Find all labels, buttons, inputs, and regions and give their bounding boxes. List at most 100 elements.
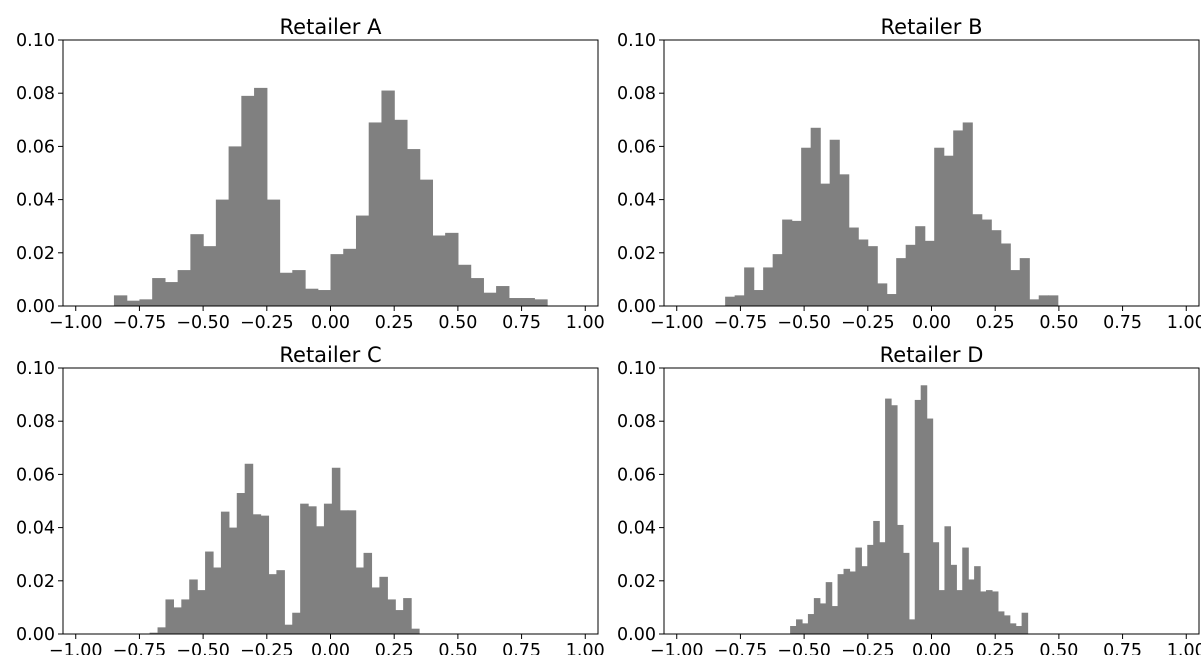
histogram-bar: [891, 405, 898, 634]
x-tick-label: −0.25: [841, 641, 895, 655]
histogram-bar: [371, 587, 380, 634]
x-tick-label: −0.50: [777, 641, 831, 655]
histogram-bar: [920, 385, 928, 634]
y-tick-label: 0.04: [16, 519, 55, 539]
histogram-bar: [950, 564, 957, 634]
histogram-bar: [855, 547, 862, 634]
chart-title: Retailer D: [880, 343, 984, 367]
histogram-bar: [317, 290, 332, 306]
histogram-bar: [908, 619, 916, 634]
chart-panel: Retailer B −1.00 −0.75 −0.50 −0.25 0.00 0.25 0.…: [617, 15, 1201, 333]
histogram-bar: [905, 244, 916, 306]
histogram-bar: [991, 230, 1002, 306]
histogram-bar: [782, 219, 793, 306]
histogram-bar: [801, 623, 809, 634]
histogram-bar: [934, 147, 945, 306]
histogram-bar: [924, 240, 935, 306]
y-tick-label: 0.00: [16, 625, 55, 645]
histogram-bar: [368, 122, 383, 307]
histogram-bar: [1038, 295, 1049, 306]
y-tick-label: 0.08: [16, 84, 55, 104]
histogram-bar: [394, 119, 408, 306]
x-tick-label: 0.75: [1103, 641, 1142, 655]
y-tick-label: 0.06: [617, 465, 656, 485]
histogram-bar: [521, 298, 535, 306]
histogram-bar: [744, 267, 755, 306]
histogram-bar: [772, 254, 783, 306]
x-tick-label: −0.50: [777, 313, 831, 333]
y-tick-label: 0.10: [16, 31, 55, 51]
y-tick-label: 0.02: [617, 244, 656, 264]
histogram-bar: [829, 139, 840, 306]
x-tick-label: 0.75: [502, 641, 541, 655]
y-tick-label: 0.04: [16, 191, 55, 211]
histogram-bar: [228, 146, 242, 306]
histogram-bar: [411, 628, 420, 634]
histogram-bar: [831, 606, 839, 634]
histogram-bar: [215, 199, 230, 306]
histogram-bar: [791, 220, 802, 306]
histogram-bar: [753, 290, 764, 306]
histogram-bar: [252, 514, 262, 634]
histogram-bar: [236, 493, 246, 634]
histogram-bar: [902, 552, 910, 634]
bars: [113, 87, 548, 307]
histogram-bar: [189, 579, 198, 634]
histogram-bar: [1029, 299, 1040, 306]
histogram-bar: [843, 568, 851, 634]
histogram-bar: [943, 155, 954, 306]
histogram-bar: [355, 567, 365, 634]
bars: [790, 385, 1029, 634]
histogram-bar: [985, 590, 993, 634]
histogram-bar: [197, 590, 206, 634]
histogram-bar: [157, 627, 167, 634]
histogram-bar: [725, 296, 736, 306]
histogram-bar: [260, 515, 270, 634]
histogram-bar: [848, 227, 859, 306]
histogram-bar: [879, 542, 886, 634]
histogram-bar: [867, 246, 878, 306]
y-tick-label: 0.02: [16, 244, 55, 264]
histogram-bar: [997, 611, 1005, 634]
y-tick-label: 0.04: [617, 191, 656, 211]
histogram-bar: [395, 610, 404, 634]
histogram-bar: [330, 254, 344, 306]
histogram-bar: [968, 579, 975, 634]
histogram-bar: [406, 149, 421, 306]
x-tick-label: 1.00: [1167, 641, 1201, 655]
histogram-bar: [1003, 615, 1011, 634]
y-tick-label: 0.10: [16, 359, 55, 379]
histogram-bar: [938, 590, 946, 634]
histogram-bar: [139, 299, 153, 306]
histogram-bar: [1010, 270, 1021, 306]
histogram-bar: [363, 552, 373, 634]
x-tick-label: −0.75: [113, 313, 167, 333]
histogram-bar: [849, 571, 857, 634]
histogram-bar: [926, 418, 934, 634]
y-tick-label: 0.06: [16, 137, 55, 157]
histogram-bar: [284, 624, 293, 634]
histogram-bar: [165, 599, 174, 634]
histogram-bar: [932, 542, 940, 634]
y-tick-label: 0.08: [617, 412, 656, 432]
y-tick-label: 0.02: [16, 572, 55, 592]
x-tick-label: −0.75: [113, 641, 167, 655]
histogram-bar: [813, 598, 821, 634]
histogram-bar: [432, 235, 446, 306]
histogram-bar: [877, 283, 888, 306]
histogram-bar: [1021, 612, 1029, 634]
histogram-bar: [403, 598, 412, 634]
histogram-bar: [962, 122, 973, 307]
histogram-bar: [972, 214, 983, 306]
histogram-bar: [885, 398, 892, 634]
x-tick-label: 0.75: [1103, 313, 1142, 333]
histogram-bar: [220, 511, 230, 634]
histogram-bar: [292, 270, 306, 306]
histogram-bar: [339, 510, 349, 634]
x-tick-label: −0.25: [240, 641, 294, 655]
x-tick-label: 0.00: [311, 641, 350, 655]
histogram-bar: [343, 248, 357, 306]
chart-panel: Retailer C −1.00 −0.75 −0.50 −0.25 0.00 0.25 0.…: [16, 343, 605, 655]
x-tick-label: −0.50: [176, 313, 230, 333]
histogram-bar: [819, 603, 827, 634]
